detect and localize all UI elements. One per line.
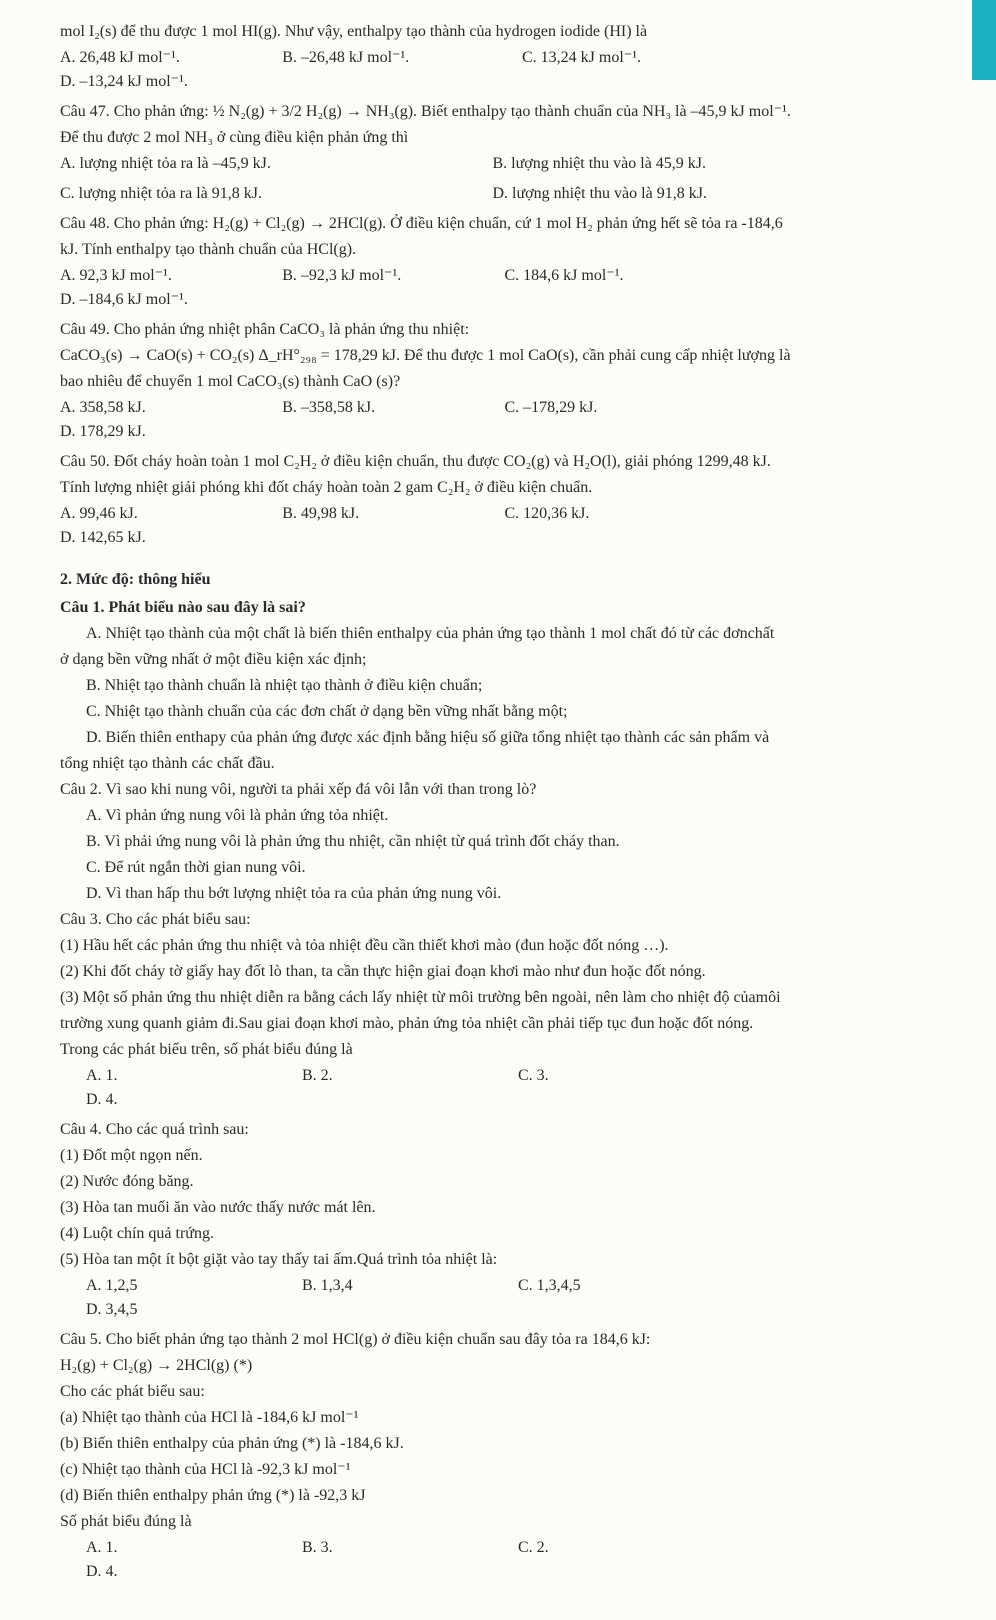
q1-b: B. Nhiệt tạo thành chuẩn là nhiệt tạo th… bbox=[60, 674, 936, 698]
q4-options: A. 1,2,5 B. 1,3,4 C. 1,3,4,5 D. 3,4,5 bbox=[60, 1274, 936, 1322]
q5-s0: Cho các phát biểu sau: bbox=[60, 1380, 936, 1404]
q5-opt-b: B. 3. bbox=[302, 1536, 506, 1560]
q5-opt-a: A. 1. bbox=[86, 1536, 290, 1560]
c49-opt-d: D. 178,29 kJ. bbox=[60, 420, 270, 444]
c50-stem1: Câu 50. Đốt cháy hoàn toàn 1 mol C₂H₂ ở … bbox=[60, 450, 936, 474]
q4-s1: (1) Đốt một ngọn nến. bbox=[60, 1144, 936, 1168]
c47-opt-c: C. lượng nhiệt tỏa ra là 91,8 kJ. bbox=[60, 182, 480, 206]
q4-s5: (5) Hòa tan một ít bột giặt vào tay thấy… bbox=[60, 1248, 936, 1272]
q5-opt-d: D. 4. bbox=[86, 1560, 290, 1584]
c50-opt-d: D. 142,65 kJ. bbox=[60, 526, 270, 550]
c48-stem2: kJ. Tính enthalpy tạo thành chuẩn của HC… bbox=[60, 238, 936, 262]
q3-opt-b: B. 2. bbox=[302, 1064, 506, 1088]
c50-opt-c: C. 120,36 kJ. bbox=[504, 502, 714, 526]
q3-s4: Trong các phát biểu trên, số phát biểu đ… bbox=[60, 1038, 936, 1062]
c48-opt-d: D. –184,6 kJ mol⁻¹. bbox=[60, 288, 270, 312]
q1-a-line2: ở dạng bền vững nhất ở một điều kiện xác… bbox=[60, 648, 936, 672]
q4-opt-b: B. 1,3,4 bbox=[302, 1274, 506, 1298]
lead-options: A. 26,48 kJ mol⁻¹. B. –26,48 kJ mol⁻¹. C… bbox=[60, 46, 936, 94]
c47-opt-b: B. lượng nhiệt thu vào là 45,9 kJ. bbox=[492, 152, 912, 176]
q2-b: B. Vì phải ứng nung vôi là phản ứng thu … bbox=[60, 830, 936, 854]
q3-s3a: (3) Một số phản ứng thu nhiệt diễn ra bằ… bbox=[60, 986, 936, 1010]
q5-s2: (b) Biến thiên enthalpy của phản ứng (*)… bbox=[60, 1432, 936, 1456]
q1-stem: Câu 1. Phát biểu nào sau đây là sai? bbox=[60, 596, 936, 620]
q3-opt-a: A. 1. bbox=[86, 1064, 290, 1088]
q3-s2: (2) Khi đốt cháy tờ giấy hay đốt lò than… bbox=[60, 960, 936, 984]
c47-options-row1: A. lượng nhiệt tỏa ra là –45,9 kJ. B. lư… bbox=[60, 152, 936, 176]
q1-label: Câu 1. Phát biểu nào sau đây là sai? bbox=[60, 599, 306, 616]
c49-stem2: CaCO₃(s) → CaO(s) + CO₂(s) Δ_rH°₂₉₈ = 17… bbox=[60, 344, 936, 368]
q3-s1: (1) Hầu hết các phản ứng thu nhiệt và tỏ… bbox=[60, 934, 936, 958]
lead-line: mol I₂(s) để thu được 1 mol HI(g). Như v… bbox=[60, 20, 936, 44]
section2-title: 2. Mức độ: thông hiểu bbox=[60, 568, 936, 592]
c50-options: A. 99,46 kJ. B. 49,98 kJ. C. 120,36 kJ. … bbox=[60, 502, 936, 550]
c48-opt-a: A. 92,3 kJ mol⁻¹. bbox=[60, 264, 270, 288]
q4-s3: (3) Hòa tan muối ăn vào nước thấy nước m… bbox=[60, 1196, 936, 1220]
q5-s4: (d) Biến thiên enthalpy phản ứng (*) là … bbox=[60, 1484, 936, 1508]
c50-stem2: Tính lượng nhiệt giải phóng khi đốt cháy… bbox=[60, 476, 936, 500]
c48-options: A. 92,3 kJ mol⁻¹. B. –92,3 kJ mol⁻¹. C. … bbox=[60, 264, 936, 312]
c49-opt-c: C. –178,29 kJ. bbox=[504, 396, 714, 420]
c50-opt-a: A. 99,46 kJ. bbox=[60, 502, 270, 526]
c47-stem2: Để thu được 2 mol NH₃ ở cùng điều kiện p… bbox=[60, 126, 936, 150]
q3-opt-d: D. 4. bbox=[86, 1088, 290, 1112]
q1-d-line2: tổng nhiệt tạo thành các chất đầu. bbox=[60, 752, 936, 776]
q3-stem: Câu 3. Cho các phát biểu sau: bbox=[60, 908, 936, 932]
q5-options: A. 1. B. 3. C. 2. D. 4. bbox=[60, 1536, 936, 1584]
q2-c: C. Để rút ngắn thời gian nung vôi. bbox=[60, 856, 936, 880]
q2-a: A. Vì phản ứng nung vôi là phản ứng tỏa … bbox=[60, 804, 936, 828]
c47-opt-d: D. lượng nhiệt thu vào là 91,8 kJ. bbox=[492, 182, 912, 206]
c49-opt-a: A. 358,58 kJ. bbox=[60, 396, 270, 420]
page: { "lead": { "line1": "mol I₂(s) để thu đ… bbox=[0, 0, 996, 1620]
q4-s4: (4) Luột chín quả trứng. bbox=[60, 1222, 936, 1246]
q5-s5: Số phát biểu đúng là bbox=[60, 1510, 936, 1534]
q1-d-line1: D. Biến thiên enthapy của phản ứng được … bbox=[60, 726, 936, 750]
lead-opt-d: D. –13,24 kJ mol⁻¹. bbox=[60, 70, 270, 94]
q4-opt-a: A. 1,2,5 bbox=[86, 1274, 290, 1298]
c49-options: A. 358,58 kJ. B. –358,58 kJ. C. –178,29 … bbox=[60, 396, 936, 444]
c49-stem1: Câu 49. Cho phản ứng nhiệt phân CaCO₃ là… bbox=[60, 318, 936, 342]
lead-opt-b: B. –26,48 kJ mol⁻¹. bbox=[282, 46, 510, 70]
q3-options: A. 1. B. 2. C. 3. D. 4. bbox=[60, 1064, 936, 1112]
c47-stem1: Câu 47. Cho phản ứng: ½ N₂(g) + 3/2 H₂(g… bbox=[60, 100, 936, 124]
c48-opt-c: C. 184,6 kJ mol⁻¹. bbox=[504, 264, 714, 288]
lead-opt-a: A. 26,48 kJ mol⁻¹. bbox=[60, 46, 270, 70]
q2-d: D. Vì than hấp thu bớt lượng nhiệt tỏa r… bbox=[60, 882, 936, 906]
q5-s1: (a) Nhiệt tạo thành của HCl là -184,6 kJ… bbox=[60, 1406, 936, 1430]
c47-opt-a: A. lượng nhiệt tỏa ra là –45,9 kJ. bbox=[60, 152, 480, 176]
page-edge-strip bbox=[972, 0, 996, 80]
c49-opt-b: B. –358,58 kJ. bbox=[282, 396, 492, 420]
q4-opt-c: C. 1,3,4,5 bbox=[518, 1274, 722, 1298]
c50-opt-b: B. 49,98 kJ. bbox=[282, 502, 492, 526]
q5-opt-c: C. 2. bbox=[518, 1536, 722, 1560]
q3-opt-c: C. 3. bbox=[518, 1064, 722, 1088]
q4-s2: (2) Nước đóng băng. bbox=[60, 1170, 936, 1194]
q5-s3: (c) Nhiệt tạo thành của HCl là -92,3 kJ … bbox=[60, 1458, 936, 1482]
q3-s3b: trường xung quanh giảm đi.Sau giai đoạn … bbox=[60, 1012, 936, 1036]
c48-stem1: Câu 48. Cho phản ứng: H₂(g) + Cl₂(g) → 2… bbox=[60, 212, 936, 236]
q4-stem: Câu 4. Cho các quá trình sau: bbox=[60, 1118, 936, 1142]
c49-stem3: bao nhiêu để chuyển 1 mol CaCO₃(s) thành… bbox=[60, 370, 936, 394]
q5-stem: Câu 5. Cho biết phản ứng tạo thành 2 mol… bbox=[60, 1328, 936, 1352]
q2-stem: Câu 2. Vì sao khi nung vôi, người ta phả… bbox=[60, 778, 936, 802]
q4-opt-d: D. 3,4,5 bbox=[86, 1298, 290, 1322]
lead-opt-c: C. 13,24 kJ mol⁻¹. bbox=[522, 46, 732, 70]
q1-c: C. Nhiệt tạo thành chuẩn của các đơn chấ… bbox=[60, 700, 936, 724]
c47-options-row2: C. lượng nhiệt tỏa ra là 91,8 kJ. D. lượ… bbox=[60, 182, 936, 206]
c48-opt-b: B. –92,3 kJ mol⁻¹. bbox=[282, 264, 492, 288]
q1-a-line1: A. Nhiệt tạo thành của một chất là biến … bbox=[60, 622, 936, 646]
q5-eq: H₂(g) + Cl₂(g) → 2HCl(g) (*) bbox=[60, 1354, 936, 1378]
